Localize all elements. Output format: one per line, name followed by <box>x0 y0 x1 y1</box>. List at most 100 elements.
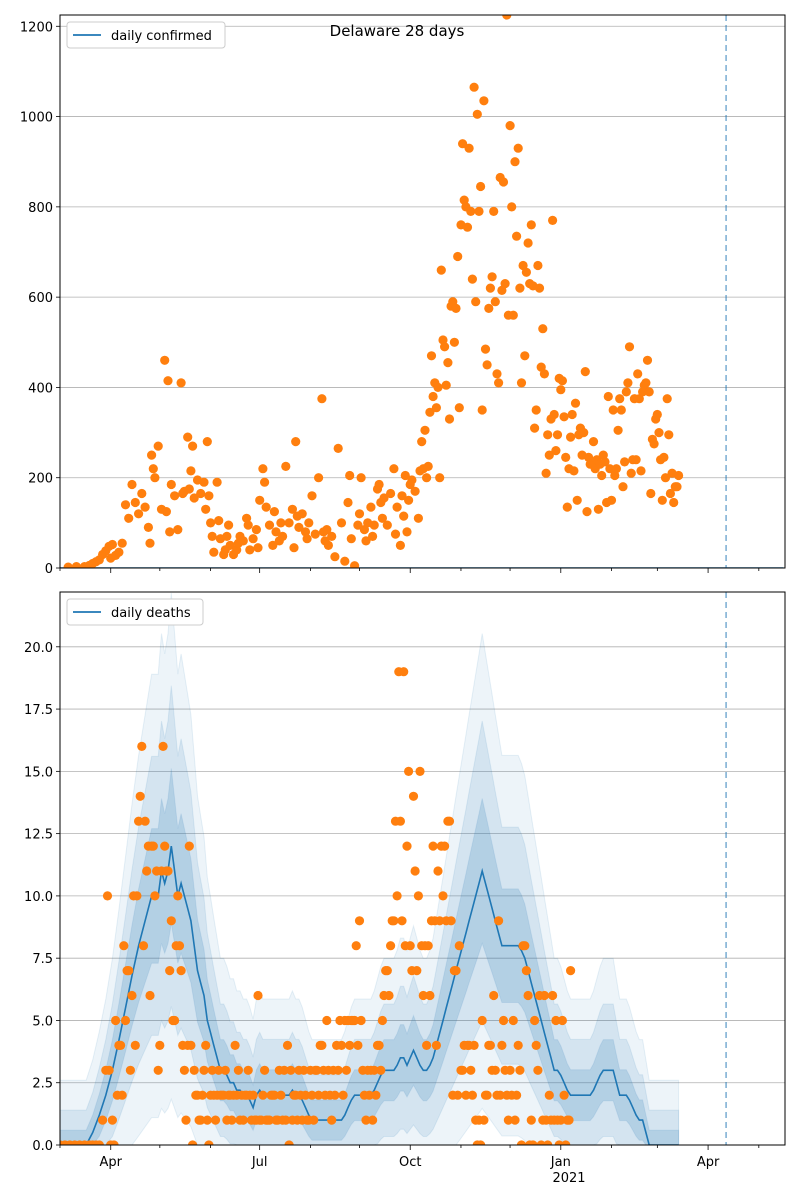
data-point <box>176 378 186 388</box>
data-point <box>119 941 129 951</box>
data-point <box>408 791 419 801</box>
data-point <box>441 380 451 390</box>
y-tick-label: 600 <box>28 291 53 306</box>
data-point <box>161 507 171 517</box>
data-point <box>287 504 297 514</box>
data-point <box>520 941 530 951</box>
data-point <box>269 507 279 517</box>
data-point <box>477 1015 487 1026</box>
data-point <box>179 1065 189 1075</box>
data-point <box>282 1040 293 1050</box>
data-point <box>356 1015 366 1026</box>
data-point <box>597 470 607 481</box>
data-point <box>188 1140 198 1145</box>
data-point <box>533 1065 543 1075</box>
data-point <box>600 457 610 467</box>
data-point <box>369 520 379 530</box>
data-point <box>552 430 563 440</box>
data-point <box>166 479 176 490</box>
data-point <box>397 491 407 501</box>
data-point <box>124 513 134 523</box>
data-point <box>104 1065 114 1075</box>
data-point <box>443 358 453 368</box>
data-point <box>523 990 533 1001</box>
data-point <box>338 1090 348 1100</box>
data-point <box>511 1090 522 1100</box>
data-point <box>120 1015 131 1026</box>
data-point <box>498 177 509 187</box>
data-point <box>253 990 263 1001</box>
data-point <box>386 941 396 951</box>
data-point <box>333 443 343 453</box>
data-point <box>350 561 360 568</box>
y-tick-label: 2.5 <box>32 1077 53 1092</box>
data-point <box>130 1040 140 1050</box>
data-point <box>466 206 476 216</box>
data-point <box>561 452 571 462</box>
data-point <box>307 1090 317 1100</box>
data-point <box>613 425 623 435</box>
data-point <box>230 1040 240 1050</box>
data-point <box>451 303 461 313</box>
data-point <box>224 520 234 530</box>
data-point <box>461 1090 471 1100</box>
data-point <box>163 376 173 386</box>
y-tick-label: 17.5 <box>24 703 53 718</box>
data-point <box>582 507 592 517</box>
y-tick-label: 800 <box>28 201 53 216</box>
legend: daily deaths <box>66 598 204 626</box>
data-point <box>271 527 281 537</box>
data-point <box>476 181 486 192</box>
data-point <box>502 15 512 20</box>
data-point <box>186 1040 196 1050</box>
data-point <box>485 283 495 293</box>
data-point <box>368 531 378 542</box>
data-point <box>382 966 392 976</box>
data-point <box>428 391 438 402</box>
data-point <box>389 464 399 474</box>
data-point <box>402 841 412 851</box>
data-point <box>255 495 265 505</box>
data-point <box>158 741 168 752</box>
data-point <box>269 1090 279 1100</box>
data-point <box>389 916 399 926</box>
y-tick-label: 15.0 <box>24 765 53 780</box>
data-point <box>63 562 73 568</box>
y-tick-label: 0.0 <box>32 1139 53 1154</box>
data-point <box>392 502 402 512</box>
data-point <box>281 1115 291 1125</box>
data-point <box>127 990 137 1001</box>
data-point <box>444 414 455 424</box>
data-point <box>183 432 193 442</box>
data-point <box>444 816 455 826</box>
data-point <box>402 527 412 537</box>
data-point <box>494 378 504 388</box>
panel-daily-deaths: 0.0 2.5 5.0 7.5 10.0 12.5 15.0 17.5 20.0 Apr Jul Oc… <box>24 591 786 1170</box>
data-point <box>374 479 384 490</box>
data-point <box>513 1040 523 1050</box>
data-point <box>366 502 376 512</box>
data-point <box>109 1140 119 1145</box>
data-point <box>533 260 543 271</box>
data-point <box>153 441 163 451</box>
data-point <box>379 493 389 503</box>
data-point <box>281 461 291 471</box>
data-point <box>343 497 353 508</box>
data-point <box>390 529 401 539</box>
data-point <box>413 513 423 523</box>
data-point <box>436 265 446 275</box>
data-point <box>505 121 515 131</box>
data-point <box>341 1065 351 1075</box>
data-point <box>145 990 155 1001</box>
data-point <box>431 1040 441 1050</box>
data-point <box>107 539 117 550</box>
data-point <box>309 1115 319 1125</box>
data-point <box>214 1065 224 1075</box>
data-point <box>264 520 275 530</box>
data-point <box>603 391 613 402</box>
data-point <box>649 439 659 449</box>
data-point <box>209 547 219 557</box>
data-point <box>227 1115 237 1125</box>
data-point <box>410 866 420 876</box>
data-point <box>605 464 615 474</box>
